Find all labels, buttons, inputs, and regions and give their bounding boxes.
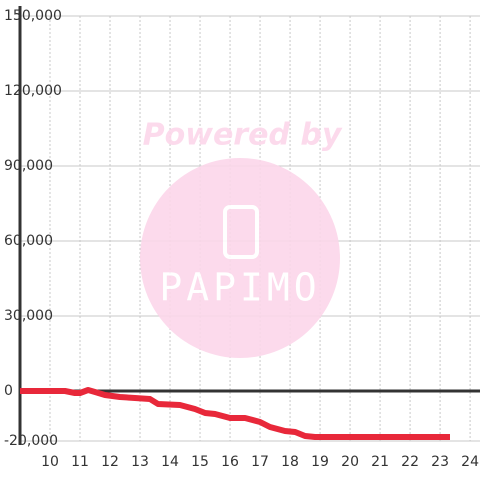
data-line — [20, 387, 450, 440]
x-tick-label: 20 — [341, 454, 359, 470]
x-tick-label: 17 — [251, 454, 269, 470]
x-tick-label: 13 — [131, 454, 149, 470]
y-tick-label: 120,000 — [4, 83, 62, 99]
x-tick-label: 18 — [281, 454, 299, 470]
watermark-icon — [223, 205, 259, 259]
y-tick-label: 30,000 — [4, 308, 53, 324]
watermark-brand: PAPIMO — [159, 266, 320, 310]
x-tick-label: 24 — [461, 454, 479, 470]
x-tick-label: 14 — [161, 454, 179, 470]
y-tick-label: 0 — [4, 383, 13, 399]
y-tick-label: 150,000 — [4, 8, 62, 24]
x-tick-label: 22 — [401, 454, 419, 470]
x-tick-label: 19 — [311, 454, 329, 470]
x-tick-label: 10 — [41, 454, 59, 470]
y-tick-label: 90,000 — [4, 158, 53, 174]
x-tick-label: 11 — [71, 454, 89, 470]
y-tick-label: -20,000 — [4, 433, 58, 449]
x-tick-label: 16 — [221, 454, 239, 470]
watermark-text: Powered by — [143, 118, 343, 153]
watermark: Powered by PAPIMO — [140, 118, 343, 358]
x-tick-label: 21 — [371, 454, 389, 470]
x-tick-label: 12 — [101, 454, 119, 470]
x-tick-label: 15 — [191, 454, 209, 470]
y-tick-label: 60,000 — [4, 233, 53, 249]
x-tick-label: 23 — [431, 454, 449, 470]
